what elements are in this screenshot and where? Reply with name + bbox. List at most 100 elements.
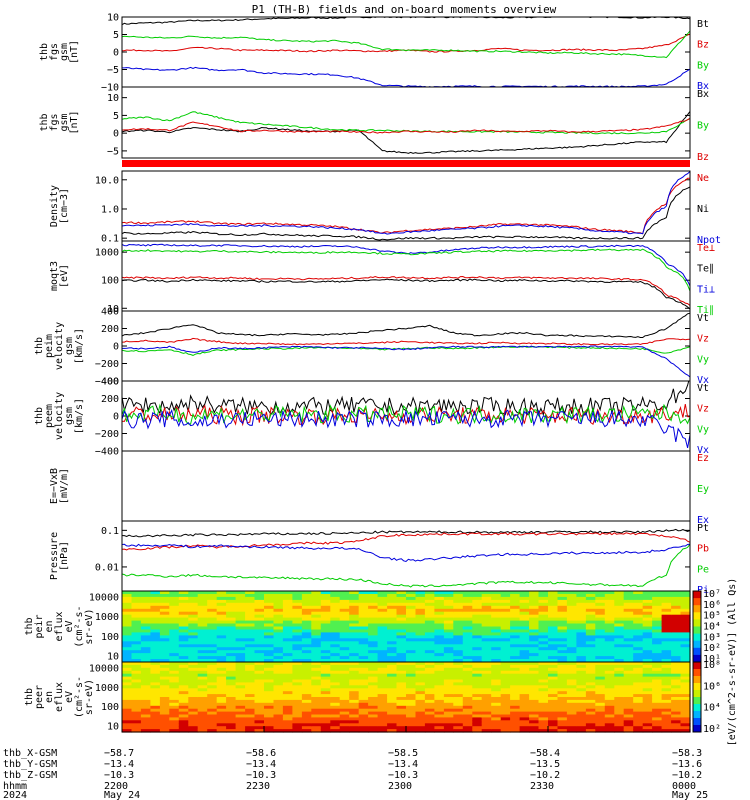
- heat-cell: [415, 682, 426, 686]
- heat-cell: [529, 611, 540, 616]
- heat-cell: [150, 635, 161, 639]
- heat-cell: [330, 611, 341, 616]
- heat-cell: [633, 641, 644, 645]
- heat-cell: [150, 682, 161, 686]
- heat-cell: [150, 599, 161, 604]
- heat-cell: [661, 679, 672, 683]
- heat-cell: [273, 608, 284, 613]
- heat-cell: [519, 682, 530, 686]
- heat-cell: [226, 720, 237, 724]
- heat-cell: [576, 702, 587, 707]
- series-Ti∥: [122, 248, 690, 292]
- heat-cell: [330, 664, 341, 669]
- heat-cell: [434, 708, 445, 713]
- heat-cell: [254, 656, 265, 660]
- heat-cell: [576, 676, 587, 681]
- heat-cell: [548, 699, 559, 704]
- heat-cell: [339, 711, 350, 716]
- ytick-label: 10000: [89, 592, 119, 603]
- heat-cell: [510, 617, 521, 622]
- heat-cell: [652, 608, 663, 613]
- heat-cell: [424, 623, 435, 628]
- heat-cell: [548, 694, 559, 698]
- heat-cell: [519, 629, 530, 634]
- heat-cell: [264, 638, 275, 642]
- heat-cell: [207, 620, 218, 625]
- heat-cell: [415, 656, 426, 660]
- heat-cell: [188, 694, 199, 698]
- heat-cell: [188, 611, 199, 616]
- heat-cell: [680, 664, 691, 669]
- heat-cell: [140, 650, 151, 654]
- heat-cell: [292, 667, 303, 672]
- heat-cell: [443, 620, 454, 625]
- heat-cell: [491, 632, 502, 636]
- heat-cell: [406, 682, 417, 686]
- heat-cell: [434, 656, 445, 660]
- heat-cell: [424, 611, 435, 616]
- heat-cell: [377, 620, 388, 625]
- panel-peem: thb peem velocity gsm [km/s]4002000−200−400V…: [34, 377, 709, 458]
- heat-cell: [680, 711, 691, 716]
- heat-cell: [292, 729, 303, 733]
- heat-cell: [614, 685, 625, 689]
- heat-cell: [159, 679, 170, 683]
- panel-ylabel: (cm²-s-: [74, 605, 85, 647]
- heat-cell: [652, 667, 663, 672]
- heat-cell: [207, 591, 218, 595]
- heat-cell: [282, 726, 293, 730]
- heat-cell: [538, 662, 549, 666]
- heat-cell: [396, 641, 407, 645]
- heat-cell: [169, 691, 180, 695]
- heat-cell: [368, 697, 379, 701]
- heat-cell: [216, 702, 227, 707]
- heat-cell: [330, 626, 341, 631]
- heat-cell: [377, 697, 388, 701]
- heat-cell: [320, 596, 331, 601]
- heat-cell: [510, 664, 521, 669]
- heat-cell: [140, 708, 151, 713]
- heat-cell: [548, 676, 559, 681]
- heat-cell: [481, 611, 492, 616]
- heat-cell: [349, 723, 360, 727]
- heat-cell: [188, 650, 199, 654]
- heat-cell: [614, 664, 625, 669]
- heat-cell: [481, 638, 492, 642]
- heat-cell: [491, 662, 502, 666]
- heat-cell: [207, 697, 218, 701]
- heat-cell: [339, 667, 350, 672]
- heat-cell: [595, 691, 606, 695]
- heat-cell: [235, 676, 246, 681]
- heat-cell: [529, 673, 540, 678]
- heat-cell: [150, 629, 161, 634]
- heat-cell: [406, 617, 417, 622]
- heat-cell: [264, 608, 275, 613]
- heat-cell: [282, 667, 293, 672]
- heat-cell: [330, 670, 341, 675]
- heat-cell: [330, 650, 341, 654]
- heat-cell: [216, 682, 227, 686]
- heat-cell: [188, 620, 199, 625]
- heat-cell: [500, 685, 511, 689]
- heat-cell: [424, 629, 435, 634]
- heat-cell: [178, 623, 189, 628]
- legend-Bt: Bt: [697, 19, 709, 30]
- heat-cell: [443, 676, 454, 681]
- heat-cell: [424, 641, 435, 645]
- heat-cell: [377, 705, 388, 710]
- heat-cell: [406, 656, 417, 660]
- panel-frame: [121, 86, 691, 159]
- heat-cell: [273, 702, 284, 707]
- heat-cell: [207, 638, 218, 642]
- heat-cell: [510, 711, 521, 716]
- heat-cell: [462, 699, 473, 704]
- heat-cell: [292, 596, 303, 601]
- colorbar-cell: [693, 718, 701, 726]
- heat-cell: [226, 711, 237, 716]
- heat-cell: [150, 650, 161, 654]
- heat-cell: [529, 664, 540, 669]
- heat-cell: [604, 608, 615, 613]
- heat-cell: [614, 720, 625, 724]
- heat-cell: [235, 662, 246, 666]
- heat-cell: [595, 705, 606, 710]
